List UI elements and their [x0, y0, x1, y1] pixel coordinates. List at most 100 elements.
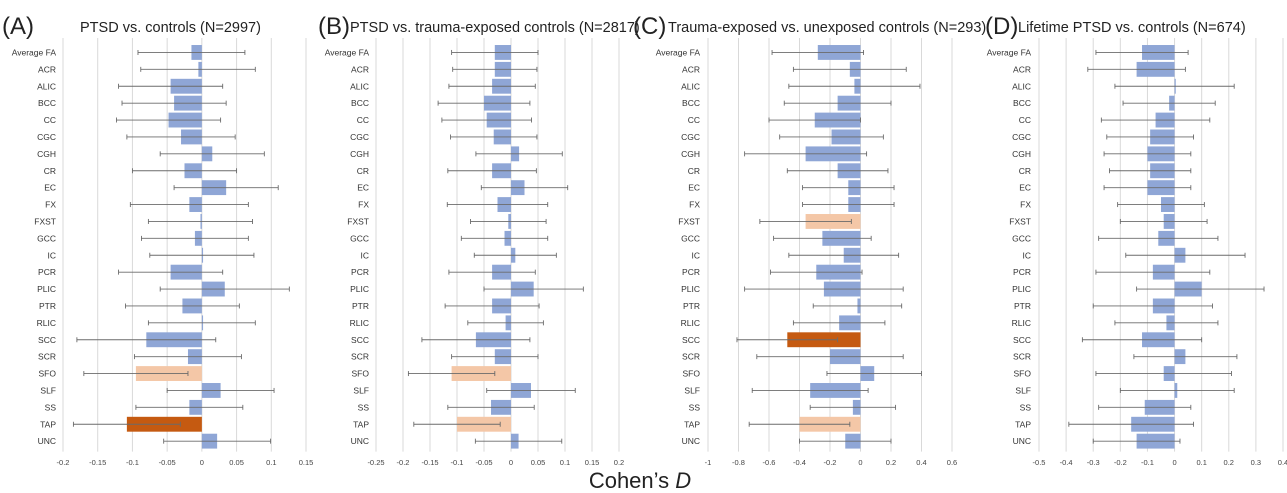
category-label: PTR: [1014, 301, 1031, 311]
x-tick-label: -0.1: [126, 458, 139, 467]
category-label: RLIC: [1012, 318, 1031, 328]
category-label: PLIC: [681, 284, 700, 294]
category-label: SCR: [38, 352, 56, 362]
category-label: EC: [44, 183, 56, 193]
x-tick-label: 0: [1172, 458, 1176, 467]
category-label: PCR: [682, 267, 700, 277]
x-tick-label: -0.8: [732, 458, 745, 467]
category-label: IC: [692, 250, 701, 260]
category-label: SFO: [352, 369, 370, 379]
x-tick-label: 0.2: [886, 458, 896, 467]
x-tick-label: -0.2: [1114, 458, 1127, 467]
panel-title: PTSD vs. trauma-exposed controls (N=2817…: [350, 20, 640, 36]
category-label: Average FA: [987, 47, 1032, 57]
x-tick-label: 0.15: [299, 458, 314, 467]
category-label: CC: [44, 115, 56, 125]
category-label: PLIC: [37, 284, 56, 294]
x-tick-label: -0.15: [89, 458, 106, 467]
x-tick-label: 0.1: [560, 458, 570, 467]
category-label: CGH: [350, 149, 369, 159]
category-label: CGH: [681, 149, 700, 159]
category-label: UNC: [38, 436, 56, 446]
panels-group: (A) PTSD vs. controls (N=2997) -0.2 -0.15 -0…: [2, 13, 1287, 467]
x-tick-label: -0.05: [159, 458, 176, 467]
category-label: BCC: [1013, 98, 1031, 108]
x-tick-label: -0.4: [1060, 458, 1073, 467]
x-tick-label: 0.4: [916, 458, 926, 467]
category-label: SLF: [40, 385, 56, 395]
x-tick-label: 0.05: [229, 458, 244, 467]
category-label: SCR: [1013, 352, 1031, 362]
category-label: ALIC: [37, 81, 56, 91]
panel-c: (C) Trauma-exposed vs. unexposed controls…: [633, 13, 986, 467]
category-label: PLIC: [350, 284, 369, 294]
category-label: BCC: [351, 98, 369, 108]
category-label: RLIC: [37, 318, 56, 328]
category-label: ACR: [38, 64, 56, 74]
category-label: SFO: [683, 369, 701, 379]
category-label: BCC: [38, 98, 56, 108]
category-label: FX: [358, 200, 369, 210]
category-label: PCR: [38, 267, 56, 277]
panel-letter: (C): [633, 13, 666, 40]
category-label: PLIC: [1012, 284, 1031, 294]
category-label: CC: [357, 115, 369, 125]
x-tick-label: -0.2: [824, 458, 837, 467]
x-tick-label: -0.2: [397, 458, 410, 467]
category-label: SFO: [1014, 369, 1032, 379]
category-label: SS: [358, 402, 370, 412]
category-label: RLIC: [681, 318, 700, 328]
category-label: CGH: [37, 149, 56, 159]
category-label: SLF: [353, 385, 369, 395]
category-label: EC: [357, 183, 369, 193]
category-label: TAP: [1015, 419, 1031, 429]
x-tick-label: 0: [200, 458, 204, 467]
category-label: FXST: [34, 216, 56, 226]
category-label: SS: [1020, 402, 1032, 412]
category-label: SCC: [38, 335, 56, 345]
panel-title: PTSD vs. controls (N=2997): [80, 20, 261, 36]
category-label: SFO: [39, 369, 57, 379]
category-label: IC: [48, 250, 57, 260]
category-label: FX: [45, 200, 56, 210]
category-label: FXST: [678, 216, 700, 226]
category-label: SS: [45, 402, 57, 412]
x-tick-label: -0.25: [367, 458, 384, 467]
panel-letter: (D): [985, 13, 1018, 40]
category-label: PTR: [683, 301, 700, 311]
x-tick-label: -0.15: [421, 458, 438, 467]
category-label: FXST: [347, 216, 369, 226]
category-label: EC: [1019, 183, 1031, 193]
category-label: GCC: [37, 233, 56, 243]
x-axis-label-text: Cohen’s: [589, 468, 675, 493]
category-label: RLIC: [350, 318, 369, 328]
panel-a: (A) PTSD vs. controls (N=2997) -0.2 -0.15 -0…: [2, 13, 313, 467]
category-label: GCC: [1012, 233, 1031, 243]
panel-title: Trauma-exposed vs. unexposed controls (N…: [668, 20, 986, 36]
category-label: TAP: [40, 419, 56, 429]
category-label: FXST: [1009, 216, 1031, 226]
category-label: BCC: [682, 98, 700, 108]
category-label: ACR: [1013, 64, 1031, 74]
x-tick-label: 0.15: [585, 458, 600, 467]
category-label: SLF: [684, 385, 700, 395]
category-label: PTR: [39, 301, 56, 311]
category-label: CR: [44, 166, 56, 176]
panel-title: Lifetime PTSD vs. controls (N=674): [1018, 20, 1246, 36]
category-label: CR: [357, 166, 369, 176]
category-label: SCR: [351, 352, 369, 362]
x-tick-label: 0.2: [614, 458, 624, 467]
category-label: SLF: [1015, 385, 1031, 395]
x-tick-label: 0: [858, 458, 862, 467]
x-tick-label: -1: [705, 458, 712, 467]
category-label: GCC: [350, 233, 369, 243]
x-tick-label: 0.6: [947, 458, 957, 467]
category-label: CGC: [681, 132, 700, 142]
global-x-axis-label: Cohen’s D: [589, 468, 691, 493]
category-label: CR: [1019, 166, 1031, 176]
category-label: CGH: [1012, 149, 1031, 159]
category-label: UNC: [351, 436, 369, 446]
x-tick-label: 0.05: [531, 458, 546, 467]
category-label: IC: [361, 250, 370, 260]
